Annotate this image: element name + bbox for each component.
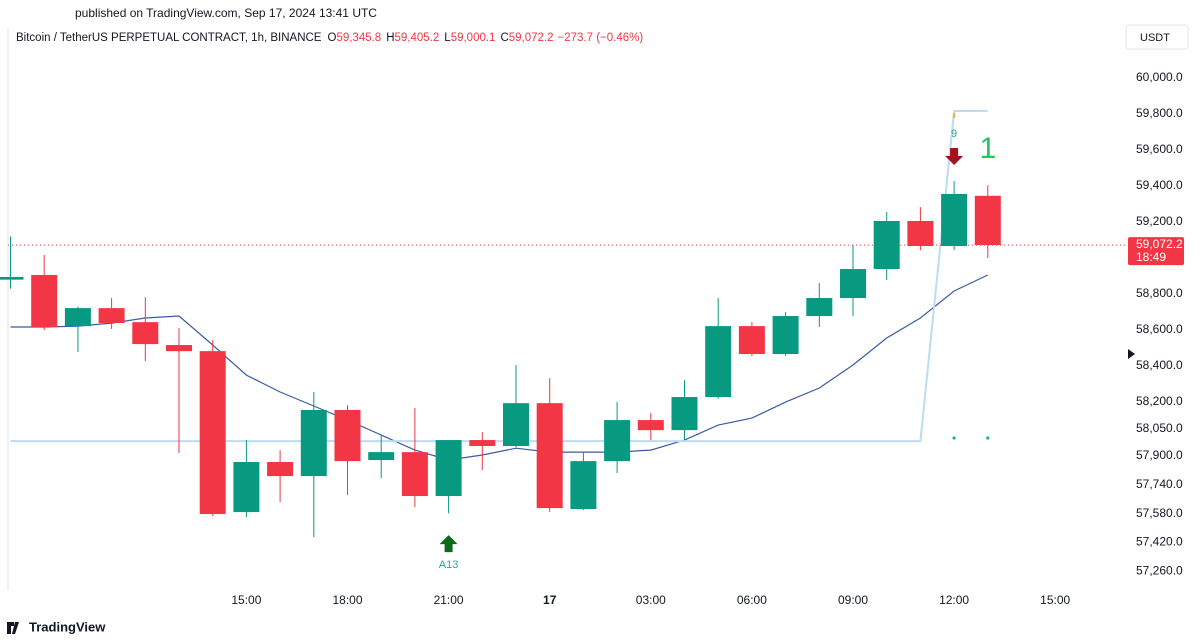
buy-label: A13 bbox=[439, 559, 459, 571]
y-tick-label: 58,400.0 bbox=[1136, 358, 1183, 372]
candle-body bbox=[368, 452, 395, 461]
y-tick-label: 57,900.0 bbox=[1136, 448, 1183, 462]
count-label: 1 bbox=[979, 132, 996, 165]
symbol: Bitcoin / TetherUS PERPETUAL CONTRACT, 1… bbox=[16, 32, 322, 44]
candle-body bbox=[840, 269, 866, 299]
change: −273.7 (−0.46%) bbox=[558, 32, 644, 44]
x-tick-label: 15:00 bbox=[1040, 593, 1070, 607]
x-tick-label: 09:00 bbox=[838, 593, 868, 607]
ohlc-key: C bbox=[500, 32, 508, 44]
candle-body bbox=[941, 193, 968, 247]
y-tick-label: 57,580.0 bbox=[1136, 506, 1183, 520]
logo-icon bbox=[7, 622, 19, 634]
sell-arrow bbox=[945, 148, 964, 166]
y-tick-label: 59,400.0 bbox=[1136, 178, 1183, 192]
candle-body bbox=[806, 298, 833, 317]
signal-dot bbox=[986, 436, 990, 440]
y-tick-label: 57,420.0 bbox=[1136, 535, 1183, 549]
candle-body bbox=[637, 420, 664, 431]
ohlc-key: O bbox=[327, 32, 336, 44]
currency-box[interactable] bbox=[1125, 24, 1189, 50]
y-tick-label: 58,200.0 bbox=[1136, 394, 1183, 408]
legend: Bitcoin / TetherUS PERPETUAL CONTRACT, 1… bbox=[16, 32, 643, 44]
x-tick-label: 03:00 bbox=[636, 593, 666, 607]
overlay-line bbox=[10, 110, 988, 443]
signal-dot bbox=[952, 436, 956, 440]
countdown: 18:49 bbox=[1136, 250, 1166, 264]
x-tick-label: 06:00 bbox=[737, 593, 767, 607]
candle-body bbox=[570, 461, 597, 509]
y-tick-label: 59,800.0 bbox=[1136, 106, 1183, 120]
candle-body bbox=[334, 409, 361, 462]
candle-body bbox=[166, 345, 192, 352]
candle-body bbox=[233, 462, 260, 513]
currency: USDT bbox=[1140, 32, 1170, 44]
axis-pointer bbox=[1128, 349, 1135, 359]
candle-body bbox=[98, 308, 125, 324]
y-tick-label: 60,000.0 bbox=[1136, 70, 1183, 84]
candle-body bbox=[671, 397, 698, 431]
legend-text: Bitcoin / TetherUS PERPETUAL CONTRACT, 1… bbox=[16, 32, 643, 44]
candle-body bbox=[401, 452, 428, 497]
ohlc-key: L bbox=[444, 32, 451, 44]
last-price-label: 59,072.2 bbox=[1136, 237, 1183, 251]
sell-label: 9 bbox=[951, 128, 957, 140]
candle-body bbox=[132, 322, 159, 345]
y-tick-label: 57,740.0 bbox=[1136, 477, 1183, 491]
x-tick-label: 18:00 bbox=[332, 593, 362, 607]
brand: TradingView bbox=[29, 619, 106, 634]
ohlc-value: 59,405.2 bbox=[395, 32, 440, 44]
buy-arrow bbox=[439, 535, 458, 553]
ohlc-value: 59,345.8 bbox=[336, 32, 381, 44]
y-tick-label: 58,800.0 bbox=[1136, 286, 1183, 300]
last-price-tag bbox=[1128, 237, 1184, 266]
candle-body bbox=[435, 440, 462, 497]
candle-body bbox=[873, 220, 900, 270]
y-tick-label: 57,260.0 bbox=[1136, 563, 1183, 577]
candle-body bbox=[738, 326, 765, 355]
candle-body bbox=[705, 326, 732, 398]
candle-body bbox=[536, 403, 563, 509]
candle-body bbox=[503, 403, 529, 446]
x-tick-label: 12:00 bbox=[939, 593, 969, 607]
candle-body bbox=[31, 274, 58, 328]
y-tick-label: 59,600.0 bbox=[1136, 142, 1183, 156]
candle-body bbox=[267, 462, 294, 477]
x-tick-label: 17 bbox=[543, 593, 557, 607]
x-tick-label: 15:00 bbox=[231, 593, 261, 607]
y-tick-label: 59,200.0 bbox=[1136, 214, 1183, 228]
published-note: published on TradingView.com, Sep 17, 20… bbox=[75, 6, 377, 20]
candle-body bbox=[772, 316, 799, 355]
footer-logo: TradingView bbox=[7, 619, 106, 634]
ohlc-key: H bbox=[386, 32, 394, 44]
candle-body bbox=[199, 351, 226, 515]
ohlc-value: 59,072.2 bbox=[509, 32, 554, 44]
candle-body bbox=[974, 195, 1001, 246]
candle-body bbox=[907, 220, 934, 247]
ohlc-value: 59,000.1 bbox=[451, 32, 496, 44]
y-tick-label: 58,050.0 bbox=[1136, 421, 1183, 435]
candle-body bbox=[0, 276, 24, 280]
overlay-line bbox=[10, 274, 989, 461]
y-tick-label: 58,600.0 bbox=[1136, 322, 1183, 336]
candle-body bbox=[604, 420, 631, 462]
candle-body bbox=[64, 308, 91, 327]
candle-body bbox=[469, 440, 496, 446]
candle-body bbox=[300, 409, 327, 477]
x-tick-label: 21:00 bbox=[434, 593, 464, 607]
